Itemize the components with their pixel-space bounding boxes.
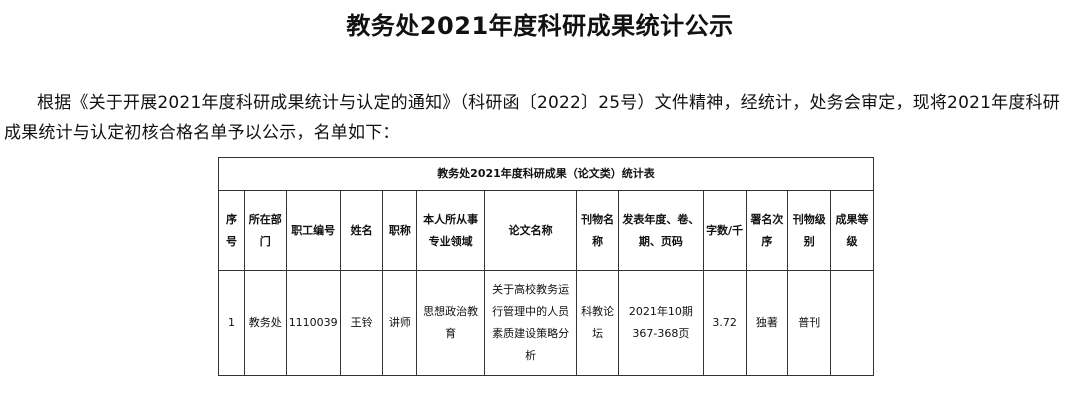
- page-title: 教务处2021年度科研成果统计公示: [346, 12, 734, 40]
- header-paper-title: 论文名称: [483, 190, 578, 271]
- cell-department: 教务处: [243, 270, 287, 376]
- header-result-grade: 成果等级: [830, 190, 874, 271]
- header-author-order: 署名次序: [745, 190, 789, 271]
- cell-name: 王铃: [339, 270, 384, 376]
- table-row: 1 教务处 1110039 王铃 讲师 思想政治教育 关于高校教务运行管理中的人员素质建设策…: [218, 270, 874, 376]
- header-name: 姓名: [339, 190, 384, 271]
- table-caption: 教务处2021年度科研成果（论文类）统计表: [218, 157, 874, 191]
- cell-word-count: 3.72: [702, 270, 747, 376]
- header-journal-level: 刊物级别: [787, 190, 832, 271]
- cell-journal: 科教论坛: [576, 270, 620, 376]
- cell-field: 思想政治教育: [416, 270, 485, 376]
- cell-index: 1: [218, 270, 245, 376]
- cell-paper-title: 关于高校教务运行管理中的人员素质建设策略分析: [483, 270, 578, 376]
- cell-publication-info: 2021年10期 367-368页: [618, 270, 704, 376]
- header-index: 序号: [218, 190, 245, 271]
- header-journal: 刊物名称: [576, 190, 620, 271]
- results-table: 教务处2021年度科研成果（论文类）统计表 序号 所在部门 职工编号 姓名 职称 本人所从…: [218, 157, 874, 376]
- header-staff-id: 职工编号: [285, 190, 341, 271]
- cell-rank: 讲师: [382, 270, 418, 376]
- cell-result-grade: [830, 270, 874, 376]
- cell-journal-level: 普刊: [787, 270, 832, 376]
- header-department: 所在部门: [243, 190, 287, 271]
- header-word-count: 字数/千: [702, 190, 747, 271]
- header-field: 本人所从事专业领域: [416, 190, 485, 271]
- cell-author-order: 独著: [745, 270, 789, 376]
- header-publication-info: 发表年度、卷、期、页码: [618, 190, 704, 271]
- intro-paragraph: 根据《关于开展2021年度科研成果统计与认定的通知》（科研函〔2022〕25号）…: [4, 93, 1060, 143]
- table-header-row: 序号 所在部门 职工编号 姓名 职称 本人所从事专业领域 论文名称 刊物名称 发表年度、卷、期、…: [218, 190, 874, 271]
- cell-staff-id: 1110039: [285, 270, 341, 376]
- header-rank: 职称: [382, 190, 418, 271]
